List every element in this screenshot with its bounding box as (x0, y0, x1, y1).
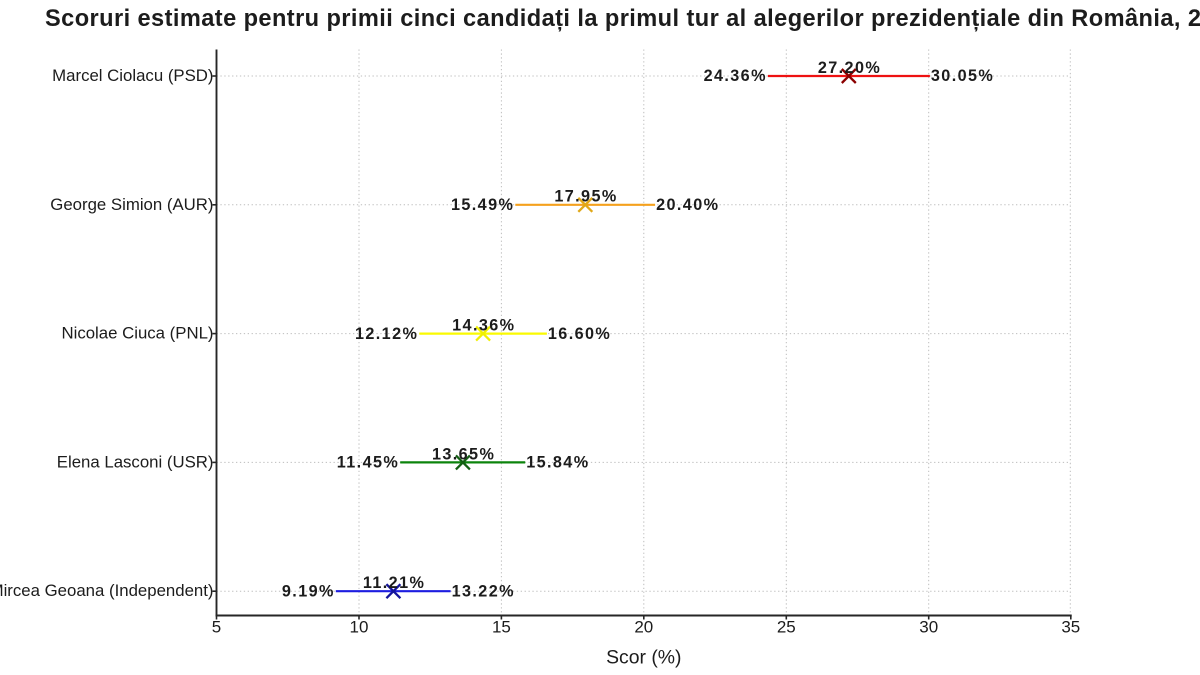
svg-text:George Simion (AUR): George Simion (AUR) (50, 195, 213, 214)
svg-text:Scor (%): Scor (%) (606, 647, 681, 669)
svg-text:Scoruri estimate pentru primii: Scoruri estimate pentru primii cinci can… (45, 6, 1200, 32)
svg-text:24.36%: 24.36% (704, 67, 767, 85)
svg-text:11.45%: 11.45% (337, 454, 399, 472)
svg-text:17.95%: 17.95% (554, 188, 617, 206)
svg-text:27.20%: 27.20% (818, 59, 881, 77)
svg-text:5: 5 (212, 618, 221, 637)
svg-text:25: 25 (777, 618, 796, 637)
svg-text:15.84%: 15.84% (526, 454, 589, 472)
svg-text:14.36%: 14.36% (452, 317, 515, 335)
svg-text:16.60%: 16.60% (548, 325, 611, 343)
svg-text:13.65%: 13.65% (432, 445, 495, 463)
svg-text:15: 15 (492, 618, 511, 637)
svg-text:12.12%: 12.12% (355, 325, 418, 343)
svg-text:Nicolae Ciuca (PNL): Nicolae Ciuca (PNL) (61, 324, 213, 343)
svg-text:9.19%: 9.19% (282, 582, 335, 600)
svg-text:Elena Lasconi (USR): Elena Lasconi (USR) (57, 452, 214, 471)
svg-text:35: 35 (1061, 618, 1080, 637)
svg-text:10: 10 (350, 618, 369, 637)
svg-text:Mircea Geoana (Independent): Mircea Geoana (Independent) (0, 581, 214, 600)
svg-text:20: 20 (634, 618, 653, 637)
svg-text:30.05%: 30.05% (931, 67, 994, 85)
svg-text:Marcel Ciolacu (PSD): Marcel Ciolacu (PSD) (52, 66, 213, 85)
svg-text:13.22%: 13.22% (452, 582, 515, 600)
svg-text:30: 30 (919, 618, 938, 637)
svg-text:20.40%: 20.40% (656, 196, 719, 214)
svg-text:15.49%: 15.49% (451, 196, 514, 214)
svg-text:11.21%: 11.21% (363, 574, 425, 592)
